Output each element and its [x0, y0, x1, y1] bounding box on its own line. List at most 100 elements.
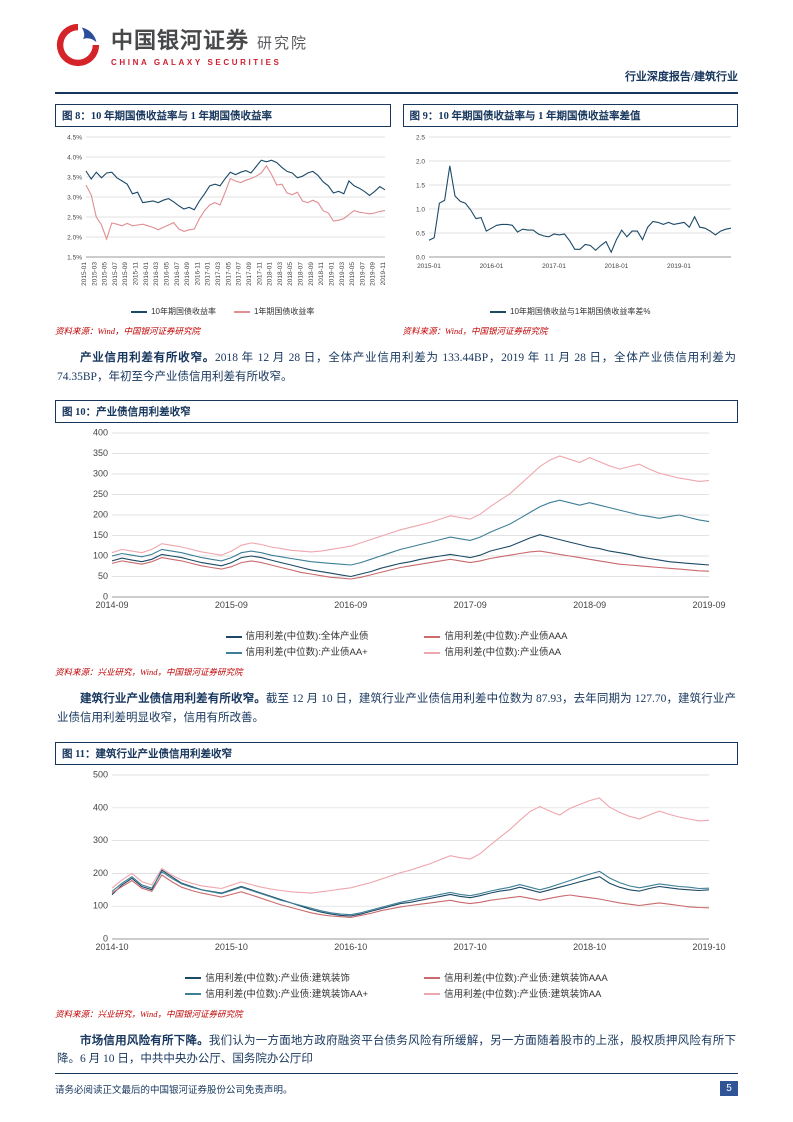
legend-item: 10年期国债收益率	[131, 306, 216, 317]
x-tick-label: 2019-11	[380, 262, 387, 286]
x-tick-label: 2018-10	[573, 942, 606, 952]
y-tick-label: 1.5	[415, 183, 424, 190]
figure8-title-bar: 图 8：10 年期国债收益率与 1 年期国债收益率	[55, 104, 391, 127]
x-tick-label: 2017-07	[235, 262, 242, 286]
brand-name: 中国银河证券	[111, 28, 250, 53]
x-tick-label: 2017-09	[453, 600, 486, 610]
y-tick-label: 100	[92, 900, 107, 910]
legend-label: 信用利差(中位数):产业债:建筑装饰AAA	[444, 972, 608, 984]
x-tick-label: 2018-07	[297, 262, 304, 286]
paragraph2-body: 截至 12 月 10 日，建筑行业产业债信用利差中位数为 87.93，去年同期为…	[57, 693, 737, 724]
legend-item: 信用利差(中位数):产业债AAA	[424, 628, 567, 642]
legend-item: 信用利差(中位数):产业债:建筑装饰	[185, 970, 368, 984]
brand-text: 中国银河证券 研究院 CHINA GALAXY SECURITIES	[111, 23, 308, 67]
y-tick-label: 3.5%	[67, 175, 82, 182]
x-tick-label: 2015-07	[112, 262, 119, 286]
y-tick-label: 0	[102, 933, 107, 943]
figure8-chart: 1.5% 2.0% 2.5% 3.0% 3.5% 4.0% 4.5% 2015-01 2015-…	[55, 131, 391, 317]
y-tick-label: 350	[92, 448, 107, 458]
x-tick-label: 2018-09	[573, 600, 606, 610]
paragraph1-lead: 产业信用利差有所收窄。	[80, 352, 215, 364]
disclaimer-note: 请务必阅读正文最后的中国银河证券股份公司免责声明。	[55, 1085, 293, 1096]
figure11-title: 图 11：建筑行业产业债信用利差收窄	[62, 748, 233, 760]
x-tick-label: 2016-10	[334, 942, 367, 952]
x-tick-label: 2015-10	[214, 942, 247, 952]
figure11-source: 资料来源：兴业研究，Wind，中国银河证券研究院	[55, 1008, 243, 1019]
legend-label: 信用利差(中位数):产业债AAA	[444, 631, 568, 643]
x-tick-label: 2015-09	[214, 600, 247, 610]
legend-label: 10年期国债收益率	[151, 307, 216, 316]
y-tick-label: 400	[92, 802, 107, 812]
figure8-legend: 10年期国债收益率 1年期国债收益率	[55, 306, 391, 317]
figure11-title-bar: 图 11：建筑行业产业债信用利差收窄	[55, 741, 738, 765]
figure11-chart: 0 100 200 300 400 500 2014-10 2015-10 2016-10 201…	[67, 769, 727, 1000]
legend-item: 1年期国债收益率	[233, 306, 314, 317]
y-tick-label: 500	[92, 769, 107, 779]
figure10-legend: 信用利差(中位数):全体产业债 信用利差(中位数):产业债AAA 信用利差(中位数)…	[67, 628, 727, 658]
y-tick-label: 250	[92, 489, 107, 499]
brand-block: 中国银河证券 研究院 CHINA GALAXY SECURITIES	[55, 22, 738, 68]
brand-english: CHINA GALAXY SECURITIES	[111, 58, 282, 67]
x-tick-label: 2016-09	[334, 600, 367, 610]
legend-label: 信用利差(中位数):产业债AA	[444, 647, 562, 659]
x-tick-label: 2019-09	[692, 600, 725, 610]
paragraph3-lead: 市场信用风险有所下降。	[80, 1034, 209, 1047]
x-tick-label: 2018-09	[308, 262, 315, 286]
x-tick-label: 2015-11	[132, 262, 139, 286]
paragraph-credit-risk: 市场信用风险有所下降。我们认为一方面地方政府融资平台债务风险有所缓解，另一方面随…	[57, 1032, 736, 1069]
figure9-chart: 0.0 0.5 1.0 1.5 2.0 2.5 2015-01 2016-01 2017-01 2…	[403, 131, 739, 317]
legend-label: 信用利差(中位数):产业债:建筑装饰AA+	[205, 988, 369, 1000]
figure9-block: 图 9：10 年期国债收益率与 1 年期国债收益率差值 0.0 0.5 1.0 1.5…	[402, 104, 739, 337]
legend-swatch	[490, 310, 507, 313]
legend-item: 信用利差(中位数):产业债:建筑装饰AA+	[185, 986, 368, 1000]
x-tick-label: 2017-09	[246, 262, 253, 286]
series-line	[111, 455, 709, 557]
x-tick-label: 2018-03	[277, 262, 284, 286]
x-tick-label: 2019-03	[339, 262, 346, 286]
y-tick-label: 1.5%	[67, 255, 82, 262]
x-tick-label: 2016-01	[479, 263, 503, 270]
x-tick-label: 2015-01	[81, 262, 88, 286]
legend-swatch	[424, 651, 441, 654]
legend-swatch	[424, 992, 441, 995]
x-tick-label: 2017-01	[204, 262, 211, 286]
legend-swatch	[424, 976, 441, 979]
x-tick-label: 2016-03	[153, 262, 160, 286]
y-tick-label: 3.0%	[67, 195, 82, 202]
paragraph-industry-spread: 产业信用利差有所收窄。2018 年 12 月 28 日，全体产业信用利差为 13…	[57, 349, 736, 386]
paragraph3-body: 我们认为一方面地方政府融资平台债务风险有所缓解，另一方面随着股市的上涨，股权质押…	[57, 1034, 737, 1066]
legend-item: 信用利差(中位数):产业债:建筑装饰AA	[424, 986, 608, 1000]
y-tick-label: 2.5	[415, 135, 424, 142]
figure10-title-bar: 图 10：产业债信用利差收窄	[55, 400, 738, 424]
x-tick-label: 2015-05	[101, 262, 108, 286]
legend-swatch	[225, 635, 242, 638]
y-tick-label: 0	[102, 592, 107, 602]
legend-item: 信用利差(中位数):产业债:建筑装饰AAA	[424, 970, 608, 984]
series-line	[428, 165, 731, 254]
y-tick-label: 4.5%	[67, 135, 82, 142]
report-header: 中国银河证券 研究院 CHINA GALAXY SECURITIES 行业深度报告…	[55, 22, 738, 84]
x-tick-label: 2016-11	[194, 262, 201, 286]
galaxy-logo-icon	[55, 22, 101, 68]
x-tick-label: 2015-03	[91, 262, 98, 286]
x-tick-label: 2019-01	[328, 262, 335, 286]
paragraph2-lead: 建筑行业产业债信用利差有所收窄。	[80, 693, 266, 706]
figure9-legend: 10年期国债收益与1年期国债收益率差%	[403, 306, 739, 317]
legend-item: 10年期国债收益与1年期国债收益率差%	[490, 306, 650, 317]
y-tick-label: 200	[92, 867, 107, 877]
legend-label: 信用利差(中位数):产业债:建筑装饰AA	[444, 988, 602, 1000]
figure10-source: 资料来源：兴业研究，Wind，中国银河证券研究院	[55, 667, 243, 678]
x-tick-label: 2016-07	[174, 262, 181, 286]
figure-row-8-9: 图 8：10 年期国债收益率与 1 年期国债收益率 1.5% 2.0% 2.5% 3.…	[55, 104, 738, 337]
x-tick-label: 2014-09	[95, 600, 128, 610]
legend-swatch	[233, 310, 250, 313]
x-tick-label: 2017-05	[225, 262, 232, 286]
series-line	[111, 796, 709, 894]
legend-swatch	[185, 992, 202, 995]
y-tick-label: 50	[97, 571, 107, 581]
x-tick-label: 2015-09	[122, 262, 129, 286]
page-number-badge: 5	[720, 1081, 738, 1096]
legend-swatch	[131, 310, 148, 313]
legend-label: 10年期国债收益与1年期国债收益率差%	[510, 307, 651, 316]
